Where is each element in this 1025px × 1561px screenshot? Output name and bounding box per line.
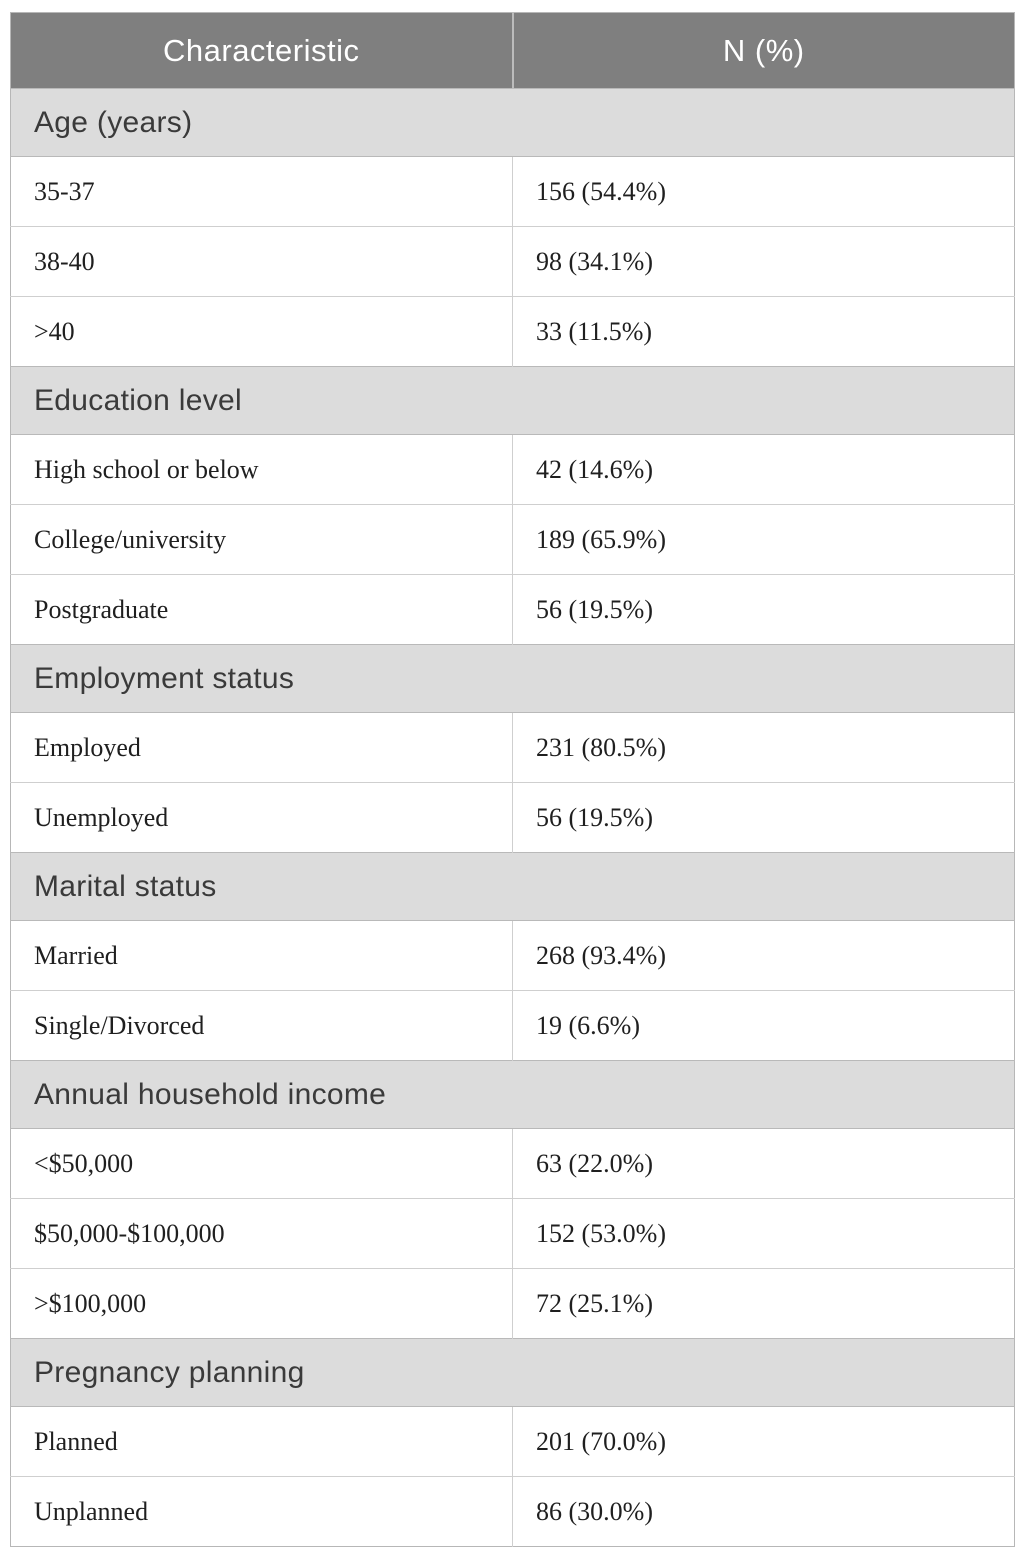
value-cell: 33 (11.5%) (512, 296, 1015, 367)
value-cell: 231 (80.5%) (512, 712, 1015, 783)
table-row: Single/Divorced 19 (6.6%) (10, 990, 1015, 1061)
table-row: $50,000-$100,000 152 (53.0%) (10, 1198, 1015, 1269)
table-row: College/university 189 (65.9%) (10, 504, 1015, 575)
characteristic-cell: Married (10, 920, 513, 991)
value-cell: 86 (30.0%) (512, 1476, 1015, 1547)
section-row-marital: Marital status (10, 852, 1015, 921)
value-cell: 201 (70.0%) (512, 1406, 1015, 1477)
value-cell: 152 (53.0%) (512, 1198, 1015, 1269)
table-row: Employed 231 (80.5%) (10, 712, 1015, 783)
value-cell: 189 (65.9%) (512, 504, 1015, 575)
characteristics-table: Characteristic N (%) Age (years) 35-37 1… (10, 12, 1015, 1547)
table-row: <$50,000 63 (22.0%) (10, 1128, 1015, 1199)
characteristic-cell: >$100,000 (10, 1268, 513, 1339)
value-cell: 56 (19.5%) (512, 574, 1015, 645)
characteristic-cell: High school or below (10, 434, 513, 505)
table-row: >$100,000 72 (25.1%) (10, 1268, 1015, 1339)
section-row-employment: Employment status (10, 644, 1015, 713)
table-row: >40 33 (11.5%) (10, 296, 1015, 367)
characteristic-cell: $50,000-$100,000 (10, 1198, 513, 1269)
characteristic-cell: Single/Divorced (10, 990, 513, 1061)
section-header-income: Annual household income (10, 1060, 1015, 1129)
column-header-n-percent: N (%) (512, 12, 1015, 89)
table-row: Married 268 (93.4%) (10, 920, 1015, 991)
section-row-age: Age (years) (10, 88, 1015, 157)
value-cell: 19 (6.6%) (512, 990, 1015, 1061)
section-header-marital: Marital status (10, 852, 1015, 921)
section-header-pregnancy-planning: Pregnancy planning (10, 1338, 1015, 1407)
characteristic-cell: Planned (10, 1406, 513, 1477)
characteristic-cell: Postgraduate (10, 574, 513, 645)
section-row-income: Annual household income (10, 1060, 1015, 1129)
characteristic-cell: <$50,000 (10, 1128, 513, 1199)
characteristic-cell: Unemployed (10, 782, 513, 853)
section-header-education: Education level (10, 366, 1015, 435)
value-cell: 56 (19.5%) (512, 782, 1015, 853)
table-row: 38-40 98 (34.1%) (10, 226, 1015, 297)
characteristic-cell: >40 (10, 296, 513, 367)
value-cell: 63 (22.0%) (512, 1128, 1015, 1199)
characteristic-cell: 35-37 (10, 156, 513, 227)
value-cell: 98 (34.1%) (512, 226, 1015, 297)
characteristic-cell: Employed (10, 712, 513, 783)
table-row: Postgraduate 56 (19.5%) (10, 574, 1015, 645)
column-header-characteristic: Characteristic (10, 12, 514, 89)
table-row: Unplanned 86 (30.0%) (10, 1476, 1015, 1547)
table-row: Planned 201 (70.0%) (10, 1406, 1015, 1477)
value-cell: 72 (25.1%) (512, 1268, 1015, 1339)
table-row: Unemployed 56 (19.5%) (10, 782, 1015, 853)
section-row-pregnancy-planning: Pregnancy planning (10, 1338, 1015, 1407)
section-row-education: Education level (10, 366, 1015, 435)
table-row: 35-37 156 (54.4%) (10, 156, 1015, 227)
characteristic-cell: 38-40 (10, 226, 513, 297)
characteristic-cell: College/university (10, 504, 513, 575)
characteristic-cell: Unplanned (10, 1476, 513, 1547)
table-row: High school or below 42 (14.6%) (10, 434, 1015, 505)
section-header-age: Age (years) (10, 88, 1015, 157)
table-header-row: Characteristic N (%) (10, 12, 1015, 89)
value-cell: 42 (14.6%) (512, 434, 1015, 505)
characteristics-table-container: Characteristic N (%) Age (years) 35-37 1… (10, 12, 1015, 1547)
section-header-employment: Employment status (10, 644, 1015, 713)
value-cell: 156 (54.4%) (512, 156, 1015, 227)
value-cell: 268 (93.4%) (512, 920, 1015, 991)
